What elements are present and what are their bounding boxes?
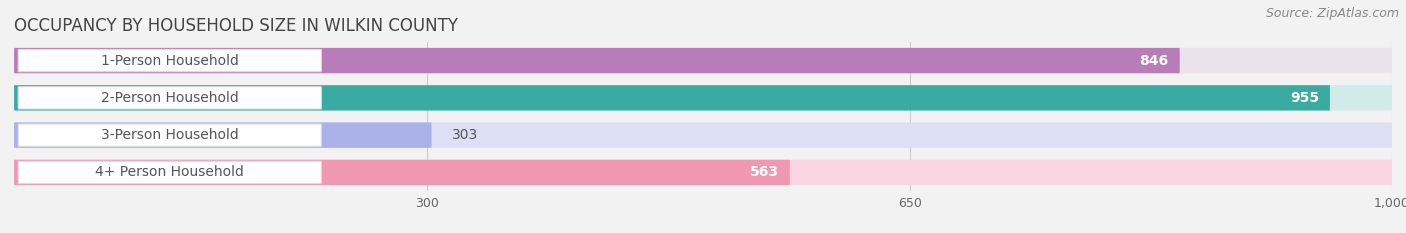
FancyBboxPatch shape: [18, 161, 322, 184]
FancyBboxPatch shape: [14, 48, 1392, 73]
FancyBboxPatch shape: [14, 123, 1392, 148]
Text: 3-Person Household: 3-Person Household: [101, 128, 239, 142]
FancyBboxPatch shape: [14, 160, 790, 185]
FancyBboxPatch shape: [14, 123, 432, 148]
FancyBboxPatch shape: [14, 85, 1392, 110]
Text: 2-Person Household: 2-Person Household: [101, 91, 239, 105]
FancyBboxPatch shape: [14, 160, 1392, 185]
FancyBboxPatch shape: [18, 124, 322, 146]
FancyBboxPatch shape: [14, 85, 1330, 110]
FancyBboxPatch shape: [18, 87, 322, 109]
Text: 563: 563: [749, 165, 779, 179]
Text: 4+ Person Household: 4+ Person Household: [96, 165, 245, 179]
Text: 955: 955: [1289, 91, 1319, 105]
Text: Source: ZipAtlas.com: Source: ZipAtlas.com: [1265, 7, 1399, 20]
Text: 303: 303: [453, 128, 478, 142]
Text: 1-Person Household: 1-Person Household: [101, 54, 239, 68]
FancyBboxPatch shape: [18, 49, 322, 72]
Text: 846: 846: [1140, 54, 1168, 68]
Text: OCCUPANCY BY HOUSEHOLD SIZE IN WILKIN COUNTY: OCCUPANCY BY HOUSEHOLD SIZE IN WILKIN CO…: [14, 17, 458, 35]
FancyBboxPatch shape: [14, 48, 1180, 73]
